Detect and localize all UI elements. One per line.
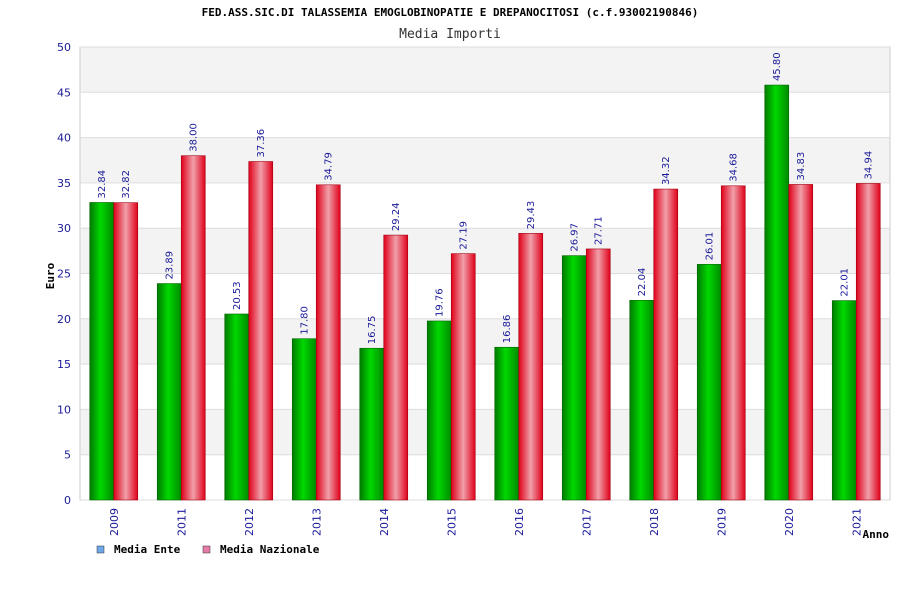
- legend-label-ente: Media Ente: [114, 543, 181, 556]
- bar-media-nazionale: [855, 183, 881, 501]
- data-label: 34.79: [324, 152, 335, 181]
- data-label: 32.82: [121, 170, 132, 199]
- data-label: 34.94: [864, 151, 875, 180]
- y-tick-label: 30: [57, 222, 71, 235]
- bar-media-nazionale: [788, 184, 814, 501]
- data-label: 29.43: [526, 201, 537, 230]
- data-label: 27.19: [459, 221, 470, 250]
- bar-media-ente: [291, 338, 317, 501]
- data-label: 17.80: [300, 306, 311, 335]
- y-tick-label: 10: [57, 403, 71, 416]
- bar-media-nazionale: [720, 185, 746, 501]
- data-label: 29.24: [391, 202, 402, 231]
- bar-media-ente: [561, 255, 587, 501]
- bar-media-nazionale: [383, 234, 409, 501]
- y-axis-ticks: 0 5 10 15 20 25 30 35 40 45 50: [57, 41, 71, 507]
- bar-media-ente: [156, 283, 182, 501]
- data-label: 23.89: [165, 251, 176, 280]
- x-axis-ticks: 2009 2011 2012 2013 2014 2015 2016 2017 2018 2019…: [108, 508, 864, 536]
- bar-media-nazionale: [180, 155, 206, 501]
- legend: Media Ente Media Nazionale: [96, 543, 320, 556]
- data-label: 26.01: [705, 232, 716, 261]
- plot-band: [80, 409, 890, 455]
- data-label: 37.36: [256, 129, 267, 158]
- x-tick-label: 2016: [513, 508, 526, 536]
- chart-title: FED.ASS.SIC.DI TALASSEMIA EMOGLOBINOPATI…: [202, 6, 699, 19]
- x-tick-label: 2014: [378, 508, 391, 536]
- data-label: 38.00: [189, 123, 200, 152]
- data-label: 26.97: [570, 223, 581, 252]
- data-label: 34.68: [729, 153, 740, 182]
- plot-band: [80, 228, 890, 274]
- data-label: 45.80: [772, 52, 783, 81]
- bars: [89, 84, 881, 501]
- bar-media-ente: [224, 313, 250, 501]
- bar-media-ente: [629, 300, 655, 501]
- bar-media-ente: [426, 320, 452, 501]
- y-tick-label: 50: [57, 41, 71, 54]
- data-labels: 32.84 32.82 23.89 38.00 20.53 37.36 17.80 34.79…: [97, 52, 875, 344]
- x-tick-label: 2017: [580, 508, 593, 536]
- bar-media-nazionale: [450, 253, 476, 501]
- x-tick-label: 2018: [648, 508, 661, 536]
- y-axis-label: Euro: [44, 262, 57, 289]
- data-label: 34.32: [661, 156, 672, 185]
- bar-media-ente: [89, 202, 115, 501]
- bar-media-ente: [696, 264, 722, 501]
- y-tick-label: 40: [57, 132, 71, 145]
- plot-band: [80, 137, 890, 183]
- legend-label-nazionale: Media Nazionale: [220, 543, 320, 556]
- bar-media-nazionale: [248, 161, 274, 501]
- data-label: 22.01: [840, 268, 851, 297]
- bar-media-ente: [359, 347, 385, 501]
- x-tick-label: 2011: [175, 508, 188, 536]
- chart-subtitle: Media Importi: [399, 27, 501, 42]
- bar-media-ente: [764, 84, 790, 501]
- data-label: 27.71: [594, 216, 605, 245]
- data-label: 34.83: [796, 152, 807, 181]
- data-label: 20.53: [232, 281, 243, 310]
- y-tick-label: 20: [57, 313, 71, 326]
- bar-media-nazionale: [653, 188, 679, 501]
- plot-band: [80, 318, 890, 365]
- data-label: 32.84: [97, 170, 108, 199]
- x-tick-label: 2009: [108, 508, 121, 536]
- plot-band: [80, 47, 890, 93]
- x-axis-label: Anno: [863, 528, 890, 541]
- data-label: 16.75: [367, 316, 378, 345]
- y-tick-label: 45: [57, 86, 71, 99]
- x-tick-label: 2021: [850, 508, 863, 536]
- bar-media-nazionale: [518, 233, 544, 501]
- legend-swatch-ente: [96, 545, 105, 554]
- data-label: 16.86: [502, 315, 513, 344]
- y-tick-label: 35: [57, 177, 71, 190]
- gridlines: [80, 46, 890, 501]
- legend-swatch-nazionale: [202, 545, 211, 554]
- x-tick-label: 2015: [445, 508, 458, 536]
- bar-media-nazionale: [315, 184, 341, 501]
- bar-media-ente: [831, 300, 857, 501]
- y-tick-label: 25: [57, 268, 71, 281]
- x-tick-label: 2020: [783, 508, 796, 536]
- data-label: 19.76: [435, 288, 446, 317]
- y-tick-label: 5: [64, 449, 71, 462]
- data-label: 22.04: [637, 268, 648, 297]
- x-tick-label: 2012: [243, 508, 256, 536]
- y-tick-label: 0: [64, 494, 71, 507]
- x-tick-label: 2019: [715, 508, 728, 536]
- y-tick-label: 15: [57, 358, 71, 371]
- bar-media-nazionale: [113, 202, 139, 501]
- bar-media-nazionale: [585, 248, 611, 501]
- bar-media-ente: [494, 346, 520, 501]
- x-tick-label: 2013: [310, 508, 323, 536]
